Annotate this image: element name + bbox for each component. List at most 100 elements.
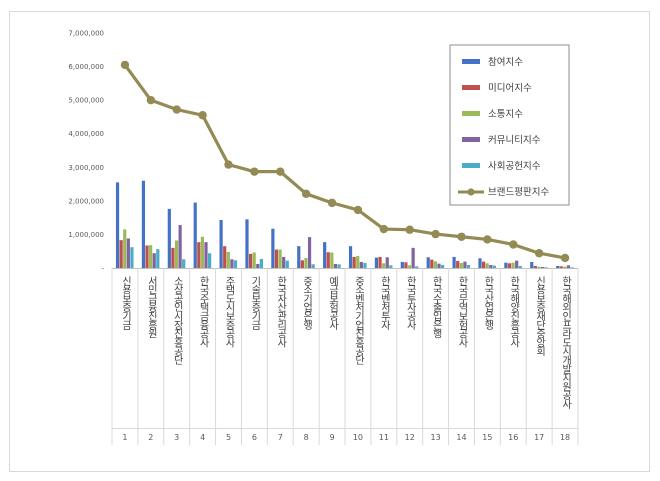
category-label-13: 한국수출입은행 bbox=[430, 276, 442, 339]
bar-2-6 bbox=[248, 253, 253, 268]
bar-3-12 bbox=[407, 265, 412, 268]
legend-swatch-4 bbox=[462, 137, 480, 142]
bar-4-15 bbox=[489, 264, 493, 268]
category-label-18: 한국해외인프라도시개발지원공사 bbox=[560, 276, 572, 410]
bar-2-4 bbox=[197, 242, 201, 268]
brand-index-line bbox=[123, 63, 566, 260]
rank-label-8: 8 bbox=[304, 433, 309, 442]
bar-3-13 bbox=[433, 261, 438, 268]
bar-5-1 bbox=[130, 247, 134, 268]
bar-4-12 bbox=[411, 247, 415, 268]
category-label-16: 한국해양진흥공사 bbox=[508, 276, 520, 349]
y-tick-label: 2,000,000 bbox=[68, 197, 104, 205]
bar-1-18 bbox=[556, 265, 560, 268]
bar-4-14 bbox=[463, 261, 467, 268]
bar-1-10 bbox=[348, 246, 353, 268]
y-tick-label: 3,000,000 bbox=[68, 164, 104, 172]
bar-1-17 bbox=[530, 261, 534, 268]
bar-2-18 bbox=[559, 266, 563, 268]
bar-4-8 bbox=[307, 237, 312, 268]
category-label-14: 한국무역보험공사 bbox=[456, 276, 468, 349]
bar-3-17 bbox=[537, 266, 541, 268]
bar-1-13 bbox=[426, 257, 430, 268]
bar-2-15 bbox=[481, 261, 486, 268]
bar-1-6 bbox=[245, 219, 249, 268]
brand-index-point-16 bbox=[509, 240, 518, 249]
bar-4-5 bbox=[230, 259, 234, 268]
bar-1-12 bbox=[400, 261, 404, 268]
legend-label-line: 브랜드평판지수 bbox=[488, 187, 549, 198]
brand-index-point-9 bbox=[327, 198, 337, 208]
y-tick-label: 7,000,000 bbox=[68, 30, 104, 38]
bar-5-8 bbox=[311, 264, 315, 268]
bar-4-7 bbox=[282, 256, 286, 268]
rank-label-13: 13 bbox=[431, 433, 441, 442]
category-label-15: 한국산업은행 bbox=[482, 276, 494, 330]
brand-index-point-10 bbox=[353, 205, 363, 215]
bar-5-18 bbox=[570, 267, 574, 268]
bar-5-3 bbox=[182, 259, 186, 268]
bar-5-2 bbox=[156, 249, 160, 268]
bar-2-14 bbox=[456, 260, 460, 268]
bar-4-10 bbox=[359, 261, 363, 268]
y-tick-label: - bbox=[101, 265, 104, 273]
y-tick-label: 5,000,000 bbox=[68, 97, 104, 105]
brand-index-point-17 bbox=[534, 249, 544, 258]
bar-5-5 bbox=[233, 260, 238, 268]
bar-3-11 bbox=[382, 263, 386, 268]
legend-swatch-1 bbox=[462, 59, 480, 64]
bar-4-16 bbox=[515, 260, 519, 268]
brand-index-point-15 bbox=[483, 235, 492, 244]
rank-label-7: 7 bbox=[278, 433, 283, 442]
category-label-1: 신용보증기금 bbox=[119, 276, 131, 330]
rank-label-6: 6 bbox=[252, 433, 257, 442]
bar-1-1 bbox=[115, 182, 120, 268]
legend-swatch-3 bbox=[462, 111, 480, 116]
bar-5-14 bbox=[466, 264, 471, 268]
rank-label-3: 3 bbox=[174, 433, 179, 442]
bar-1-2 bbox=[141, 180, 146, 268]
legend-swatch-2 bbox=[462, 85, 480, 90]
bar-4-9 bbox=[333, 263, 338, 268]
bar-5-17 bbox=[544, 267, 548, 268]
bar-4-11 bbox=[385, 257, 389, 268]
rank-label-12: 12 bbox=[405, 433, 415, 442]
bar-5-12 bbox=[415, 266, 419, 268]
category-label-5: 주택도시보증공사 bbox=[223, 276, 235, 348]
bar-1-3 bbox=[167, 208, 171, 268]
legend-label-4: 커뮤니티지수 bbox=[488, 135, 541, 146]
rank-label-4: 4 bbox=[200, 433, 205, 442]
rank-label-11: 11 bbox=[379, 433, 389, 442]
bar-4-17 bbox=[540, 266, 545, 268]
brand-index-point-4 bbox=[198, 111, 207, 120]
brand-index-point-8 bbox=[301, 189, 311, 199]
bar-3-1 bbox=[123, 229, 127, 268]
brand-index-point-7 bbox=[276, 167, 285, 176]
legend-box bbox=[449, 44, 570, 206]
bar-2-2 bbox=[145, 245, 149, 268]
bar-3-3 bbox=[174, 240, 179, 268]
bar-5-10 bbox=[363, 262, 367, 268]
bar-5-11 bbox=[389, 265, 393, 268]
bar-1-8 bbox=[297, 246, 301, 268]
bar-4-18 bbox=[566, 265, 571, 268]
category-label-4: 한국주택금융공사 bbox=[197, 276, 209, 349]
y-tick-label: 6,000,000 bbox=[68, 63, 104, 71]
bar-3-15 bbox=[485, 263, 489, 268]
bar-1-9 bbox=[323, 242, 327, 268]
bar-5-13 bbox=[441, 264, 445, 268]
category-label-11: 한국벤처투자 bbox=[378, 276, 390, 331]
bar-4-2 bbox=[152, 253, 156, 268]
category-label-2: 서민금융진흥원 bbox=[145, 276, 157, 339]
bar-2-13 bbox=[430, 259, 434, 268]
bar-2-11 bbox=[378, 256, 382, 268]
rank-label-5: 5 bbox=[226, 433, 231, 442]
legend-label-5: 사회공헌지수 bbox=[488, 161, 541, 172]
bar-3-10 bbox=[356, 255, 360, 268]
bar-4-3 bbox=[178, 225, 182, 268]
bar-2-3 bbox=[171, 247, 175, 268]
bar-3-9 bbox=[330, 252, 334, 268]
category-label-17: 신용보증재단중앙회 bbox=[534, 276, 546, 357]
bar-1-4 bbox=[193, 202, 197, 268]
bar-3-14 bbox=[459, 262, 463, 268]
